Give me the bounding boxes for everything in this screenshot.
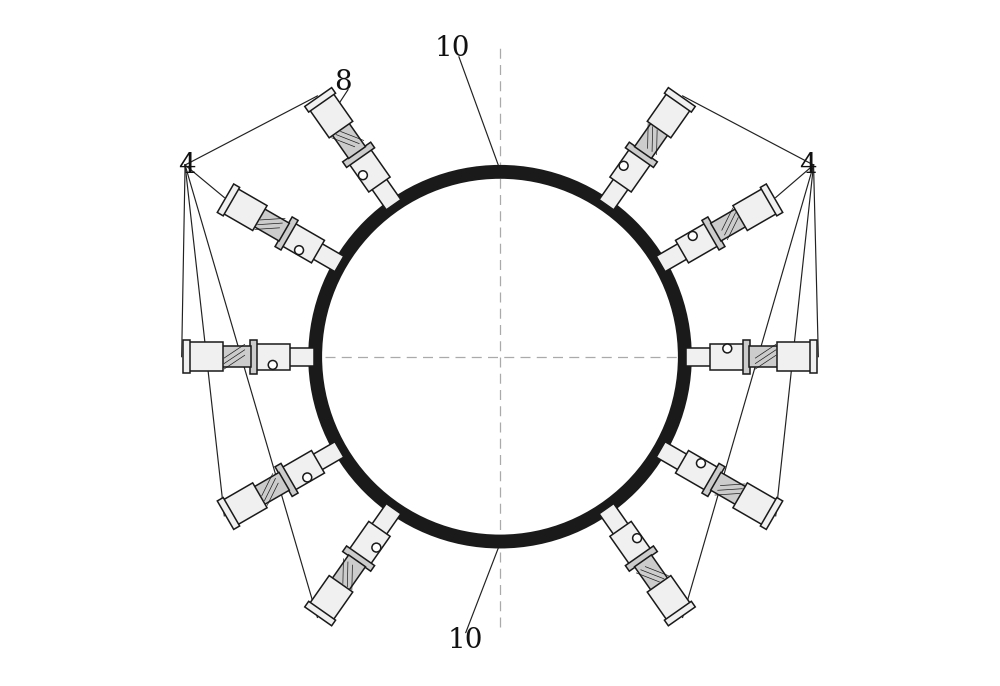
Polygon shape <box>218 346 251 367</box>
Polygon shape <box>370 504 401 537</box>
Circle shape <box>303 473 312 482</box>
Polygon shape <box>183 340 190 373</box>
Polygon shape <box>810 340 817 373</box>
Polygon shape <box>599 504 630 537</box>
Polygon shape <box>647 576 690 620</box>
Polygon shape <box>217 497 240 530</box>
Polygon shape <box>702 217 725 250</box>
Circle shape <box>268 360 277 369</box>
Polygon shape <box>711 206 749 241</box>
Polygon shape <box>305 602 336 626</box>
Circle shape <box>372 543 381 552</box>
Polygon shape <box>189 342 223 371</box>
Polygon shape <box>343 142 375 167</box>
Polygon shape <box>733 483 777 525</box>
Polygon shape <box>310 442 344 471</box>
Text: 10: 10 <box>448 627 484 654</box>
Polygon shape <box>664 88 695 112</box>
Polygon shape <box>656 442 690 471</box>
Polygon shape <box>217 184 240 216</box>
Polygon shape <box>733 189 777 230</box>
Polygon shape <box>647 93 690 138</box>
Polygon shape <box>251 206 289 241</box>
Polygon shape <box>223 483 267 525</box>
Text: 4: 4 <box>799 152 816 178</box>
Polygon shape <box>743 340 750 374</box>
Polygon shape <box>305 88 336 112</box>
Circle shape <box>358 171 367 180</box>
Polygon shape <box>676 451 718 490</box>
Polygon shape <box>664 602 695 626</box>
Polygon shape <box>625 142 657 167</box>
Polygon shape <box>710 344 744 370</box>
Polygon shape <box>310 576 353 620</box>
Polygon shape <box>760 184 783 216</box>
Polygon shape <box>275 463 298 497</box>
Polygon shape <box>370 176 401 210</box>
Polygon shape <box>330 120 365 158</box>
Polygon shape <box>625 546 657 571</box>
Circle shape <box>633 534 642 543</box>
Polygon shape <box>310 93 353 138</box>
Polygon shape <box>749 346 782 367</box>
Polygon shape <box>635 555 670 593</box>
Polygon shape <box>250 340 257 374</box>
Polygon shape <box>702 463 725 497</box>
Circle shape <box>295 246 304 255</box>
Polygon shape <box>610 149 651 192</box>
Polygon shape <box>349 521 390 565</box>
Polygon shape <box>330 555 365 593</box>
Polygon shape <box>256 344 290 370</box>
Polygon shape <box>251 473 289 507</box>
Polygon shape <box>286 348 314 366</box>
Polygon shape <box>686 348 714 366</box>
Polygon shape <box>760 497 783 530</box>
Polygon shape <box>275 217 298 250</box>
Polygon shape <box>282 451 324 490</box>
Polygon shape <box>223 189 267 230</box>
Polygon shape <box>676 223 718 263</box>
Polygon shape <box>711 473 749 507</box>
Circle shape <box>688 231 697 240</box>
Polygon shape <box>599 176 630 210</box>
Polygon shape <box>777 342 811 371</box>
Polygon shape <box>282 223 324 263</box>
Text: 10: 10 <box>434 35 470 62</box>
Circle shape <box>696 459 705 468</box>
Polygon shape <box>310 242 344 272</box>
Text: 4: 4 <box>178 152 196 178</box>
Polygon shape <box>610 521 651 565</box>
Text: 8: 8 <box>334 69 351 96</box>
Polygon shape <box>635 120 670 158</box>
Polygon shape <box>656 242 690 272</box>
Circle shape <box>723 344 732 353</box>
Circle shape <box>619 161 628 170</box>
Polygon shape <box>343 546 375 571</box>
Polygon shape <box>349 149 390 192</box>
